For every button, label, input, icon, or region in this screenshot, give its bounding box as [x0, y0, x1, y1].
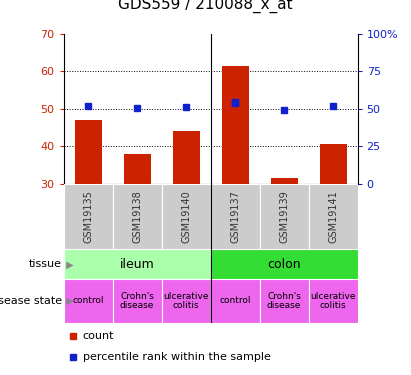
- Text: percentile rank within the sample: percentile rank within the sample: [83, 352, 271, 362]
- Bar: [222, 66, 249, 184]
- Bar: [124, 154, 151, 184]
- Text: GSM19141: GSM19141: [328, 190, 338, 243]
- Text: count: count: [83, 332, 114, 342]
- Bar: [64, 249, 210, 279]
- Text: control: control: [72, 296, 104, 305]
- Bar: [260, 184, 309, 249]
- Text: GSM19139: GSM19139: [279, 190, 289, 243]
- Bar: [211, 249, 358, 279]
- Text: colon: colon: [267, 258, 301, 271]
- Text: ulcerative
colitis: ulcerative colitis: [310, 292, 356, 310]
- Bar: [162, 279, 211, 322]
- Bar: [173, 131, 200, 184]
- Bar: [64, 279, 113, 322]
- Bar: [309, 279, 358, 322]
- Text: GSM19137: GSM19137: [230, 190, 240, 243]
- Bar: [309, 184, 358, 249]
- Text: ▶: ▶: [63, 260, 74, 269]
- Bar: [75, 120, 102, 184]
- Text: GDS559 / 210088_x_at: GDS559 / 210088_x_at: [118, 0, 293, 13]
- Text: GSM19138: GSM19138: [132, 190, 142, 243]
- Text: ulcerative
colitis: ulcerative colitis: [164, 292, 209, 310]
- Text: control: control: [219, 296, 251, 305]
- Bar: [162, 184, 211, 249]
- Text: GSM19135: GSM19135: [83, 190, 93, 243]
- Bar: [211, 184, 260, 249]
- Text: Crohn's
disease: Crohn's disease: [267, 292, 301, 310]
- Bar: [113, 279, 162, 322]
- Text: ileum: ileum: [120, 258, 155, 271]
- Bar: [64, 184, 113, 249]
- Text: tissue: tissue: [29, 260, 62, 269]
- Bar: [260, 279, 309, 322]
- Text: Crohn's
disease: Crohn's disease: [120, 292, 155, 310]
- Bar: [211, 279, 260, 322]
- Bar: [270, 178, 298, 184]
- Text: ▶: ▶: [63, 296, 74, 306]
- Bar: [320, 144, 346, 184]
- Text: GSM19140: GSM19140: [181, 190, 191, 243]
- Bar: [113, 184, 162, 249]
- Text: disease state: disease state: [0, 296, 62, 306]
